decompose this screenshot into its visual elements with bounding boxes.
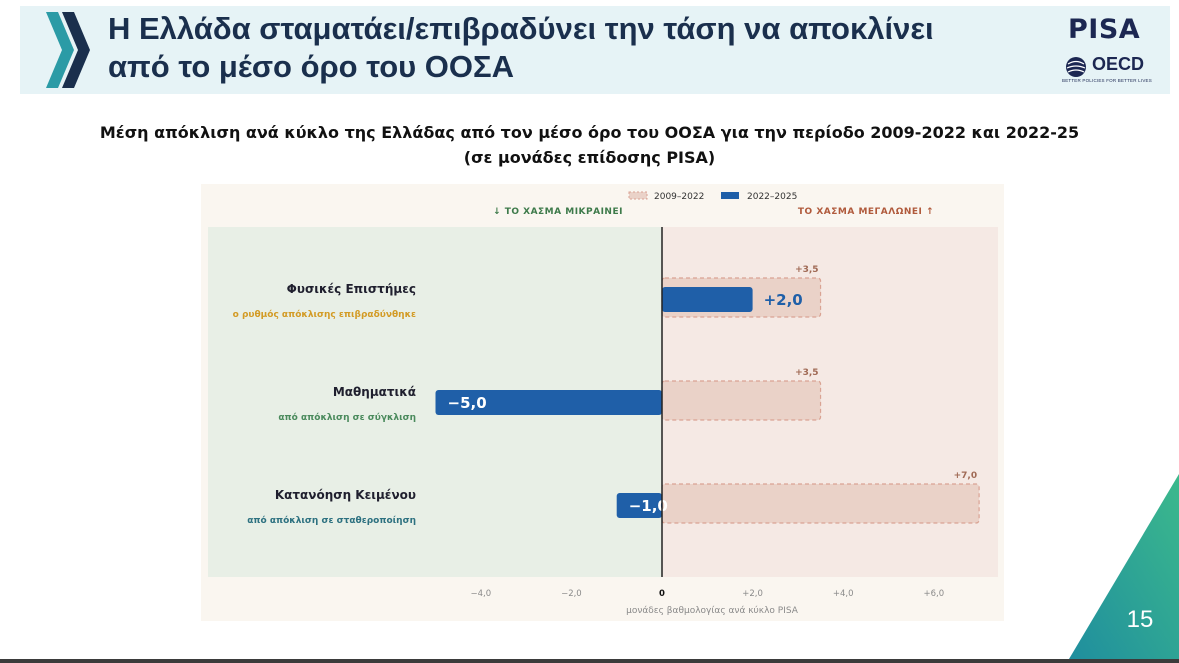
bottom-border [0,659,1179,663]
bar-2009-2022-2 [661,380,822,421]
category-label-2: Μαθηματικά [333,385,416,399]
category-label-1: Φυσικές Επιστήμες [287,282,416,296]
legend-label-2009-2022: 2009–2022 [654,192,704,202]
page-title-line-1: Η Ελλάδα σταματάει/επιβραδύνει την τάση … [108,11,934,46]
deviation-chart: ↓ ΤΟ ΧΑΣΜΑ ΜΙΚΡΑΙΝΕΙ ΤΟ ΧΑΣΜΑ ΜΕΓΑΛΩΝΕΙ ↑… [201,184,1004,621]
oecd-tagline: BETTER POLICIES FOR BETTER LIVES [1062,78,1152,83]
value-label-2022-2025-1: +2,0 [764,291,803,309]
chart-subtitle-line-2: (σε μονάδες επίδοσης PISA) [463,148,716,167]
deviation-chart-svg: ↓ ΤΟ ΧΑΣΜΑ ΜΙΚΡΑΙΝΕΙ ΤΟ ΧΑΣΜΑ ΜΕΓΑΛΩΝΕΙ ↑… [201,184,1004,621]
zone-label-widening: ΤΟ ΧΑΣΜΑ ΜΕΓΑΛΩΝΕΙ ↑ [798,207,934,217]
x-tick-label-6: +6,0 [923,589,944,599]
zone-label-shrinking: ↓ ΤΟ ΧΑΣΜΑ ΜΙΚΡΑΙΝΕΙ [493,207,623,217]
x-tick-label-5: +4,0 [833,589,854,599]
value-label-2009-2022-1: +3,5 [795,265,818,275]
x-tick-label-4: +2,0 [742,589,763,599]
bar-2022-2025-2 [435,390,662,415]
oecd-globe-icon [1066,57,1086,77]
page-title: Η Ελλάδα σταματάει/επιβραδύνει την τάση … [108,10,1028,86]
category-note-2: από απόκλιση σε σύγκλιση [278,412,416,423]
chart-subtitle: Μέση απόκλιση ανά κύκλο της Ελλάδας από … [0,120,1179,170]
double-chevron-logo [46,12,90,88]
oecd-logo-text: OECD [1092,54,1145,74]
x-tick-label-2: −2,0 [561,589,582,599]
bar-2022-2025-3 [616,493,662,518]
value-label-2022-2025-2: −5,0 [448,394,487,412]
value-label-2009-2022-3: +7,0 [954,471,977,481]
legend-label-2022-2025: 2022–2025 [747,192,797,202]
corner-triangle-decoration [1069,474,1179,659]
bar-2009-2022-3 [661,483,980,524]
x-tick-label-3: 0 [659,589,665,599]
page-title-line-2: από το μέσο όρο του ΟΟΣΑ [108,49,515,84]
legend-swatch-2022-2025 [721,192,739,199]
bar-2022-2025-1 [662,287,753,312]
category-note-3: από απόκλιση σε σταθεροποίηση [247,515,416,526]
value-label-2009-2022-2: +3,5 [795,368,818,378]
legend-swatch-2009-2022 [628,191,648,200]
category-label-3: Κατανόηση Κειμένου [275,488,416,502]
pisa-logo: PISA [1068,14,1141,45]
x-axis-title: μονάδες βαθμολογίας ανά κύκλο PISA [626,605,799,616]
value-label-2022-2025-3: −1,0 [629,497,668,515]
header-band [20,6,1170,94]
category-note-1: ο ρυθμός απόκλισης επιβραδύνθηκε [233,309,416,320]
x-tick-label-1: −4,0 [470,589,491,599]
chart-subtitle-line-1: Μέση απόκλιση ανά κύκλο της Ελλάδας από … [99,123,1080,142]
page-number: 15 [1126,606,1154,633]
